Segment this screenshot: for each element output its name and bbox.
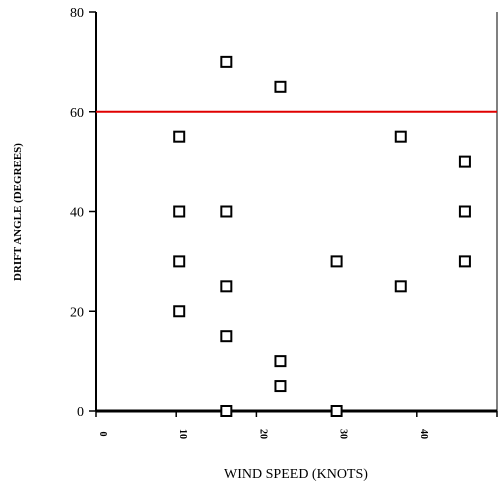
y-tick-label: 40 [70, 206, 84, 221]
data-point [458, 255, 471, 268]
y-tick-label: 20 [70, 305, 84, 320]
data-point [220, 330, 233, 343]
data-point [274, 380, 287, 393]
data-point [173, 255, 186, 268]
data-point [220, 280, 233, 293]
data-point [274, 355, 287, 368]
data-point [173, 305, 186, 318]
data-point [394, 280, 407, 293]
x-tick-label: 10 [177, 429, 188, 439]
x-tick-label: 20 [257, 429, 268, 439]
data-points [173, 55, 471, 417]
data-point [394, 130, 407, 143]
plot-frame [95, 12, 498, 413]
data-point [173, 130, 186, 143]
y-tick-label: 0 [77, 405, 84, 420]
data-point [173, 205, 186, 218]
data-point [220, 55, 233, 68]
data-point [458, 155, 471, 168]
data-point [220, 405, 233, 417]
data-point [220, 205, 233, 218]
y-axis-label: DRIFT ANGLE (DEGREES) [12, 143, 24, 281]
y-tick-label: 80 [70, 6, 84, 21]
x-ticks: 01020304050 [95, 411, 499, 439]
y-ticks: 0 20 40 60 80 [70, 6, 96, 420]
x-tick-label: 40 [418, 429, 429, 439]
data-point [274, 80, 287, 93]
x-tick-label: 30 [338, 429, 349, 439]
y-tick-label: 60 [70, 106, 84, 121]
data-point [330, 405, 343, 417]
x-axis-label: WIND SPEED (KNOTS) [224, 467, 368, 482]
data-point [458, 205, 471, 218]
data-point [330, 255, 343, 268]
x-tick-label: 0 [97, 432, 108, 437]
